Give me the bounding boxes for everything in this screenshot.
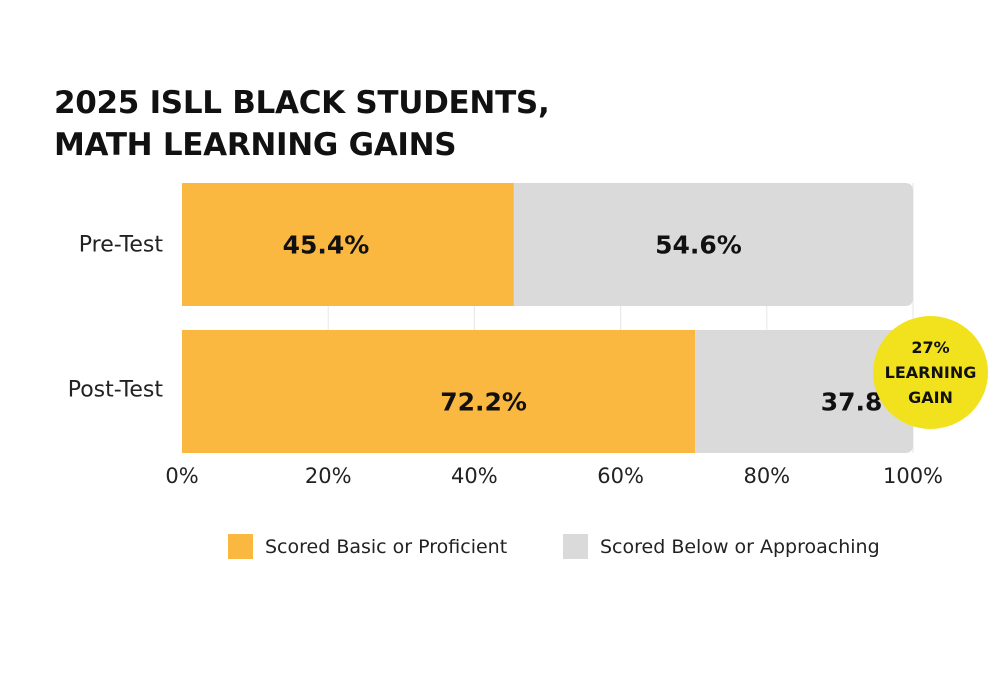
bar-pre-test-below (513, 183, 913, 306)
data-label-pre-test-basic: 45.4% (283, 231, 370, 260)
bar-post-test-below (695, 330, 913, 453)
x-tick-label-60: 60% (597, 464, 644, 488)
learning-gain-badge: 27% LEARNING GAIN (873, 316, 988, 429)
legend-label-below: Scored Below or Approaching (600, 535, 880, 558)
legend-swatch-below (563, 534, 588, 559)
data-label-post-test-basic: 72.2% (440, 388, 527, 417)
x-tick-label-40: 40% (451, 464, 498, 488)
learning-gain-label-1: LEARNING (884, 363, 977, 382)
legend-item-basic: Scored Basic or Proficient (228, 534, 507, 559)
legend-item-below: Scored Below or Approaching (563, 534, 880, 559)
category-label-post-test: Post-Test (68, 378, 164, 403)
x-tick-label-0: 0% (165, 464, 198, 488)
chart-title-line-1: 2025 ISLL BLACK STUDENTS, (54, 85, 550, 121)
learning-gain-label-2: GAIN (908, 388, 953, 407)
category-label-pre-test: Pre-Test (79, 233, 164, 258)
x-tick-label-20: 20% (305, 464, 352, 488)
legend-swatch-basic (228, 534, 253, 559)
bar-post-test-basic (182, 330, 696, 453)
legend-label-basic: Scored Basic or Proficient (265, 535, 508, 558)
chart-title: 2025 ISLL BLACK STUDENTS, MATH LEARNING … (54, 82, 550, 166)
bar-pre-test-basic (182, 183, 514, 306)
data-label-pre-test-below: 54.6% (655, 231, 742, 260)
x-tick-label-80: 80% (743, 464, 790, 488)
x-tick-label-100: 100% (883, 464, 943, 488)
chart-title-line-2: MATH LEARNING GAINS (54, 127, 457, 163)
learning-gain-value: 27% (911, 338, 950, 357)
